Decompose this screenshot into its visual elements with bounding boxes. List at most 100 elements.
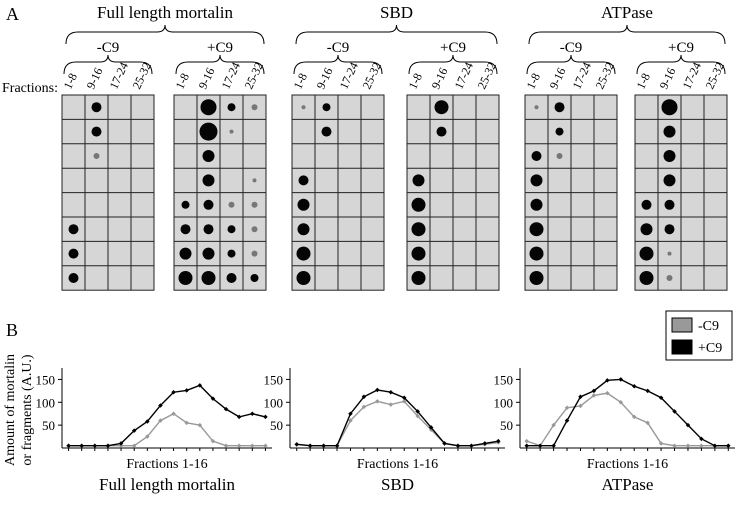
y-tick-label: 100 (264, 395, 284, 410)
blot-spot (530, 198, 543, 211)
blot-spot (531, 151, 542, 161)
data-point (361, 404, 367, 410)
blot-spot (296, 271, 311, 285)
data-point (171, 411, 176, 416)
blot-spot (321, 126, 332, 137)
condition-label: +C9 (668, 40, 694, 56)
data-point (618, 377, 624, 382)
legend-label: +C9 (698, 341, 722, 356)
condition-label: +C9 (440, 40, 466, 56)
brace (526, 54, 616, 75)
data-point (685, 422, 691, 428)
group-title: Full length mortalin (97, 3, 233, 22)
data-point (375, 399, 380, 404)
blot-spot (251, 250, 258, 257)
data-point (578, 394, 583, 400)
blot-spot (411, 222, 426, 237)
series-line (526, 378, 729, 447)
condition-label: -C9 (97, 40, 120, 56)
fractions-label: Fractions: (2, 81, 58, 96)
series-line (526, 392, 729, 447)
data-point (645, 420, 650, 426)
brace (528, 24, 726, 45)
blot-spot (298, 175, 309, 186)
data-point (388, 402, 394, 407)
data-point (537, 443, 543, 448)
blot-spot (93, 153, 100, 159)
blot-spot (661, 99, 678, 116)
chart-title: ATPase (602, 475, 654, 494)
data-point (591, 388, 597, 394)
data-point (524, 443, 529, 448)
data-point (236, 443, 242, 448)
data-point (210, 396, 216, 401)
data-point (79, 443, 84, 448)
blot-spot (251, 226, 258, 233)
y-axis-label: or fragments (A.U.) (20, 354, 35, 466)
blot-spot (68, 248, 79, 259)
data-point (131, 443, 137, 448)
data-point (250, 443, 255, 448)
series-line (68, 412, 266, 447)
blot-spot (200, 99, 217, 116)
blot-spot (91, 126, 102, 137)
condition-label: -C9 (327, 40, 350, 56)
data-point (197, 383, 203, 388)
blot-spot (229, 129, 234, 134)
data-point (564, 418, 570, 423)
blot-spot (530, 174, 543, 187)
data-point (401, 399, 407, 404)
brace (408, 54, 498, 75)
fraction-label: 1-8 (406, 71, 425, 91)
legend-swatch (671, 339, 693, 355)
data-point (197, 422, 203, 428)
blot-spot (179, 247, 192, 260)
blot-spot (411, 271, 426, 285)
brace (63, 54, 153, 75)
blot-spot (555, 127, 564, 136)
blot-spot (411, 246, 426, 261)
data-point (658, 395, 664, 400)
data-point (294, 442, 299, 447)
blot-spot (529, 222, 544, 237)
fraction-label: 1-8 (291, 71, 310, 91)
fraction-label: 17-24 (337, 60, 362, 91)
blot-spot (199, 122, 218, 141)
data-point (578, 403, 583, 409)
data-point (145, 419, 150, 424)
data-point (158, 418, 163, 423)
blot-spot (91, 102, 102, 113)
data-point (105, 443, 111, 448)
fraction-label: 9-16 (429, 65, 451, 91)
blot-spot (227, 225, 236, 234)
blot-spot (202, 247, 215, 260)
data-point (263, 443, 268, 448)
data-point (564, 405, 570, 411)
blot-spot (663, 174, 676, 187)
blot-spot (297, 223, 310, 236)
data-point (223, 406, 229, 412)
y-axis-label: Amount of mortalin (3, 354, 18, 466)
data-point (236, 414, 242, 420)
blot-spot (178, 271, 193, 285)
fraction-label: 17-24 (680, 60, 705, 91)
blot-spot (226, 273, 237, 283)
data-point (591, 393, 597, 398)
data-point (66, 443, 71, 448)
data-point (672, 409, 677, 414)
blot-spot (534, 105, 539, 110)
data-point (401, 395, 407, 400)
data-point (524, 438, 529, 444)
data-point (158, 403, 163, 408)
blot-spot (251, 201, 258, 208)
blot-spot (296, 246, 311, 261)
series-line (68, 384, 266, 447)
blot-spot (181, 200, 190, 209)
blot-spot (556, 153, 563, 159)
data-point (618, 400, 624, 405)
data-point (685, 443, 691, 448)
y-tick-label: 50 (500, 418, 513, 433)
y-tick-label: 50 (270, 418, 283, 433)
data-point (348, 418, 353, 423)
